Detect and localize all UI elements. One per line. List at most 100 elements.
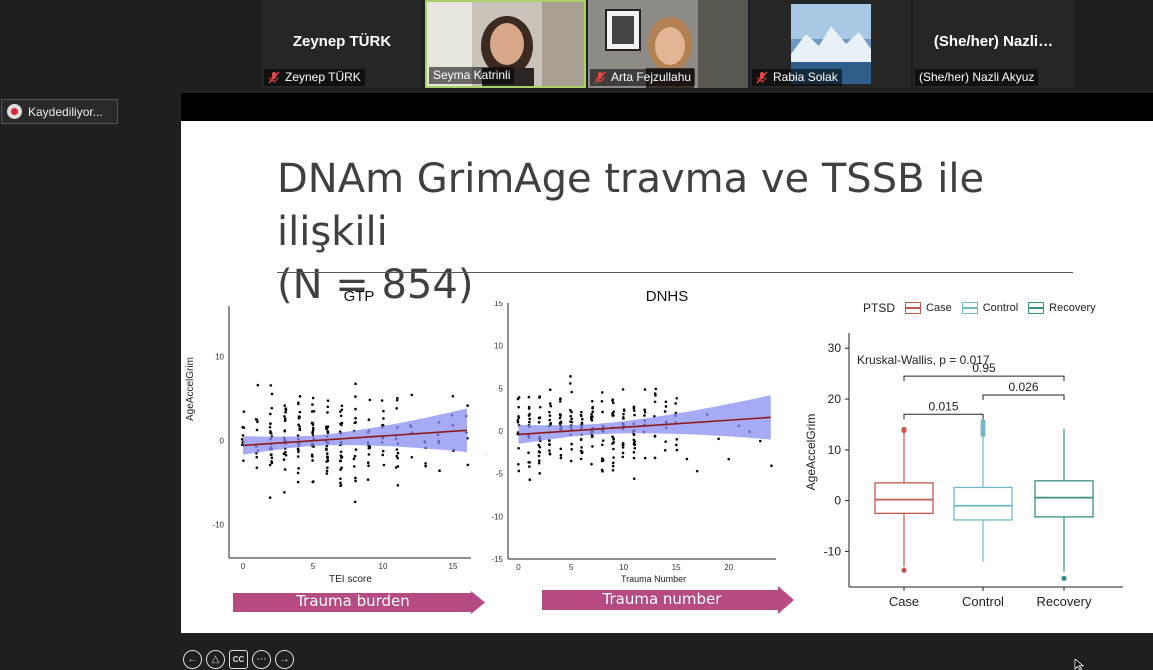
data-point (569, 375, 572, 378)
more-options-icon[interactable]: ⋯ (252, 650, 271, 669)
ptsd-ylabel: AgeAccelGrim (804, 414, 818, 491)
data-point (326, 466, 329, 469)
data-point (354, 448, 358, 451)
data-point (528, 478, 532, 482)
data-point (325, 472, 329, 475)
legend-recovery: Recovery (1049, 302, 1096, 314)
confidence-band (518, 395, 771, 444)
p-value-label: 0.95 (972, 361, 996, 375)
data-point (570, 447, 573, 451)
ptsd-legend: PTSD Case Control Recovery (863, 301, 1096, 315)
trauma-number-label: Trauma number (602, 590, 722, 608)
data-point (325, 452, 329, 455)
data-point (643, 408, 646, 412)
data-point (516, 418, 520, 422)
data-point (621, 455, 625, 459)
data-point (326, 459, 330, 463)
participant-tile[interactable]: (She/her) Nazli… (She/her) Nazli Akyuz (913, 0, 1074, 88)
dnhs-panel-title: DNHS (645, 288, 689, 305)
data-point (424, 464, 427, 468)
kruskal-wallis-label: Kruskal-Wallis, p = 0.017 (857, 353, 990, 367)
data-point (653, 434, 657, 438)
data-point (339, 481, 342, 485)
data-point (537, 459, 541, 463)
data-point (382, 463, 386, 467)
data-point (284, 410, 287, 414)
data-point (240, 437, 244, 441)
participant-tile[interactable]: Seyma Katrinli (425, 0, 586, 88)
gtp-xlabel: TEI score (329, 574, 372, 585)
data-point (537, 450, 541, 453)
data-point (340, 421, 344, 425)
data-point (368, 398, 372, 402)
data-point (537, 421, 541, 424)
data-point (354, 416, 357, 420)
data-point (284, 408, 288, 412)
data-point (268, 425, 272, 429)
trauma-burden-arrow: Trauma burden (233, 591, 485, 614)
recording-indicator[interactable]: Kaydediliyor... (1, 99, 118, 124)
data-point (548, 439, 551, 442)
y-tick-label: -5 (496, 470, 504, 479)
data-point (296, 455, 300, 458)
data-point (298, 410, 302, 414)
participant-tile[interactable]: Zeynep TÜRK Zeynep TÜRK (262, 0, 422, 88)
data-point (612, 447, 615, 451)
gtp-panel-title: GTP (343, 288, 375, 305)
data-point (527, 395, 531, 399)
data-point (354, 382, 357, 386)
x-tick-label: Case (889, 594, 919, 609)
participant-label: Zeynep TÜRK (264, 69, 365, 86)
data-point (663, 410, 667, 413)
data-point (548, 449, 551, 452)
data-point (621, 446, 625, 449)
y-tick-label: 0 (834, 494, 841, 508)
participant-tile[interactable]: Rabia Solak (750, 0, 911, 88)
outlier-point (980, 419, 986, 425)
data-point (580, 446, 583, 449)
data-point (528, 465, 531, 468)
data-point (340, 466, 343, 470)
data-point (297, 423, 300, 427)
data-point (256, 383, 260, 387)
next-slide-icon[interactable]: → (275, 650, 294, 669)
data-point (340, 423, 343, 427)
x-tick-label: Recovery (1037, 594, 1092, 609)
data-point (579, 413, 583, 417)
data-point (268, 496, 272, 499)
x-tick-label: 5 (311, 562, 316, 571)
data-point (283, 404, 286, 407)
data-point (424, 462, 427, 465)
data-point (643, 414, 646, 417)
data-point (612, 414, 615, 417)
data-point (601, 470, 604, 473)
data-point (296, 480, 300, 484)
data-point (570, 442, 573, 446)
data-point (591, 445, 594, 448)
data-point (675, 438, 679, 441)
data-point (612, 438, 615, 441)
y-tick-label: -15 (491, 555, 503, 564)
legend-case-swatch (905, 302, 922, 314)
trauma-number-arrow: Trauma number (542, 586, 794, 614)
data-point (664, 440, 667, 443)
data-point (643, 456, 647, 460)
data-point (517, 416, 521, 420)
captions-icon[interactable]: CC (229, 650, 248, 669)
data-point (580, 417, 584, 421)
box-recovery (1034, 428, 1094, 581)
data-point (312, 428, 315, 431)
participant-big-name: (She/her) Nazli… (933, 33, 1054, 50)
pen-tool-icon[interactable]: △ (206, 650, 225, 669)
data-point (528, 417, 532, 421)
data-point (269, 422, 272, 425)
previous-slide-icon[interactable]: ← (183, 650, 202, 669)
x-tick-label: 15 (449, 562, 458, 571)
participant-tile[interactable]: Arta Fejzullahu (588, 0, 748, 88)
data-point (621, 451, 625, 455)
y-tick-label: -10 (212, 520, 224, 529)
data-point (395, 454, 399, 458)
participant-name: Arta Fejzullahu (611, 70, 692, 84)
data-point (255, 428, 259, 432)
data-point (283, 419, 287, 423)
